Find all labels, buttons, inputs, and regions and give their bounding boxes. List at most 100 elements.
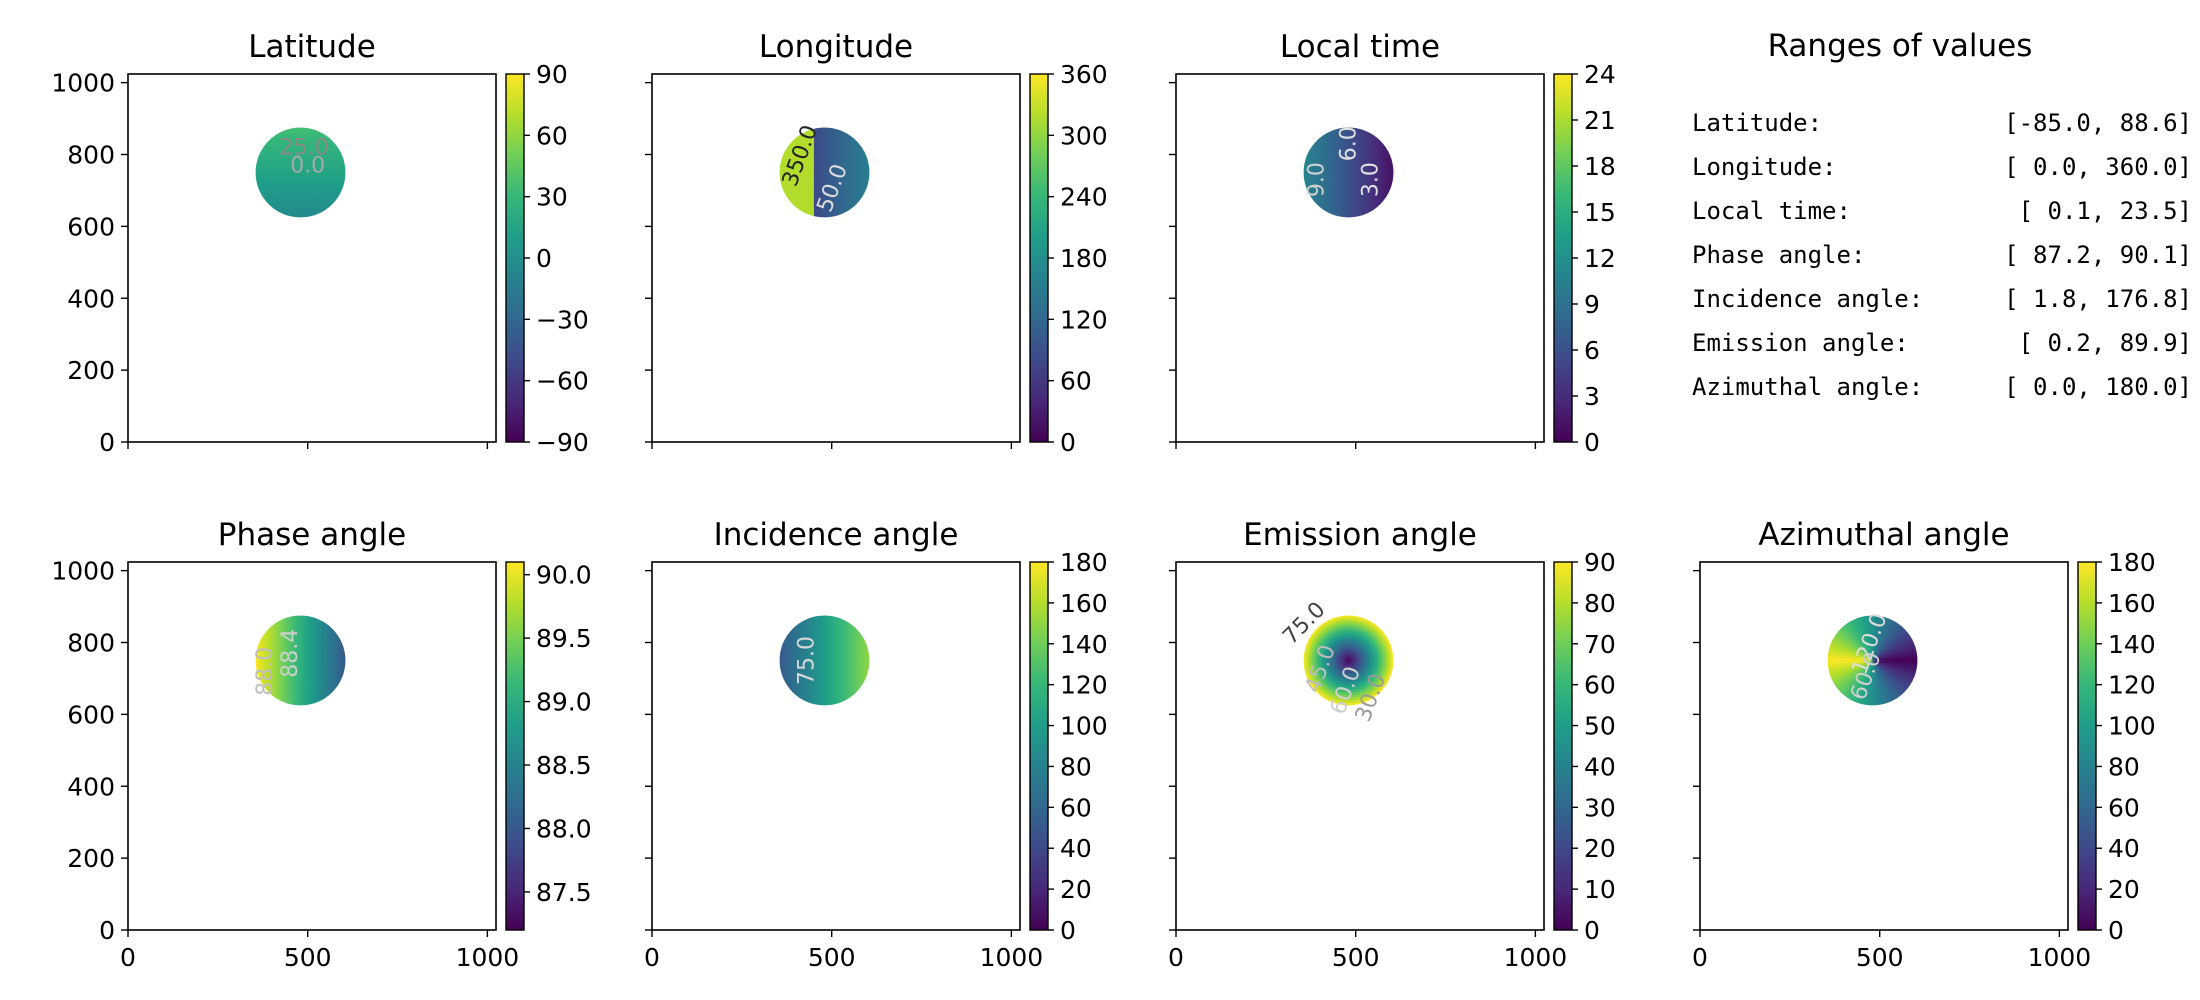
heatmap-cell <box>308 183 312 187</box>
heatmap-cell <box>324 694 328 699</box>
heatmap-cell <box>303 138 307 142</box>
heatmap-cell <box>840 180 844 184</box>
heatmap-cell <box>297 665 302 669</box>
heatmap-cell <box>816 161 820 166</box>
heatmap-cell <box>271 169 275 174</box>
heatmap-cell <box>1345 190 1350 195</box>
heatmap-cell <box>827 146 831 150</box>
heatmap-cell <box>792 175 797 179</box>
heatmap-cell <box>835 190 839 195</box>
heatmap-cell <box>260 649 265 654</box>
heatmap-cell <box>1382 156 1387 160</box>
heatmap-cell <box>321 143 325 147</box>
heatmap-cell <box>1319 198 1323 203</box>
heatmap-cell <box>1335 167 1339 171</box>
heatmap-cell <box>332 686 336 691</box>
heatmap-cell <box>318 626 323 630</box>
heatmap-cell <box>260 180 265 184</box>
heatmap-cell <box>1322 140 1326 145</box>
heatmap-cell <box>324 167 328 171</box>
heatmap-cell <box>832 183 836 187</box>
heatmap-cell <box>824 143 828 147</box>
heatmap-cell <box>1372 146 1376 150</box>
heatmap-cell <box>282 172 286 176</box>
heatmap-cell <box>816 148 820 152</box>
heatmap-cell <box>303 678 307 683</box>
heatmap-cell <box>337 681 341 685</box>
heatmap-cell <box>321 660 325 664</box>
heatmap-cell <box>1356 214 1360 218</box>
heatmap-cell <box>800 175 804 179</box>
heatmap-cell <box>1335 196 1339 200</box>
heatmap-cell <box>279 636 283 640</box>
heatmap-cell <box>1340 196 1344 200</box>
heatmap-cell <box>300 634 304 638</box>
heatmap-cell <box>324 193 328 197</box>
heatmap-cell <box>792 188 797 192</box>
heatmap-cell <box>255 655 259 659</box>
heatmap-cell <box>279 634 283 638</box>
heatmap-cell <box>1374 146 1379 150</box>
heatmap-cell <box>840 169 844 174</box>
heatmap-cell <box>1364 161 1368 166</box>
heatmap-cell <box>1332 193 1336 197</box>
heatmap-cell <box>808 177 812 181</box>
heatmap-cell <box>342 180 346 184</box>
heatmap-cell <box>303 185 307 189</box>
heatmap-cell <box>1314 175 1318 179</box>
heatmap-cell <box>813 161 818 166</box>
heatmap-cell <box>292 686 296 691</box>
heatmap-cell <box>318 201 323 205</box>
heatmap-cell <box>303 204 307 208</box>
heatmap-cell <box>1332 209 1336 213</box>
heatmap-cell <box>295 631 299 635</box>
heatmap-cell <box>850 151 855 155</box>
heatmap-cell <box>1364 153 1368 158</box>
heatmap-cell <box>1374 167 1379 171</box>
heatmap-cell <box>1364 146 1368 150</box>
y-tick-label: 1000 <box>51 69 115 98</box>
heatmap-cell <box>1348 132 1352 137</box>
heatmap-cell <box>1372 201 1376 205</box>
heatmap-cell <box>268 190 273 195</box>
heatmap-cell <box>1303 167 1307 171</box>
heatmap-cell <box>1374 183 1379 187</box>
heatmap-cell <box>282 135 286 139</box>
heatmap-cell <box>295 212 299 216</box>
heatmap-cell <box>316 175 320 179</box>
heatmap-cell <box>811 127 815 131</box>
heatmap-cell <box>1308 161 1313 166</box>
heatmap-cell <box>329 183 333 187</box>
heatmap-cell <box>318 671 323 675</box>
heatmap-cell <box>835 188 839 192</box>
heatmap-cell <box>1361 148 1365 152</box>
heatmap-cell <box>1366 156 1371 160</box>
heatmap-cell <box>318 649 323 654</box>
heatmap-cell <box>811 153 815 158</box>
heatmap-cell <box>790 681 794 685</box>
range-label: Local time: <box>1692 197 1851 225</box>
heatmap-cell <box>1337 183 1342 187</box>
heatmap-cell <box>819 206 823 211</box>
heatmap-cell <box>864 167 868 171</box>
heatmap-cell <box>1319 183 1323 187</box>
heatmap-cell <box>292 702 296 706</box>
heatmap-cell <box>287 626 291 630</box>
heatmap-cell <box>318 180 323 184</box>
heatmap-cell <box>803 190 807 195</box>
heatmap-cell <box>1319 188 1323 192</box>
heatmap-cell <box>308 190 312 195</box>
heatmap-cell <box>803 185 807 189</box>
heatmap-cell <box>1343 185 1347 189</box>
heatmap-cell <box>318 660 323 664</box>
heatmap-cell <box>289 130 294 134</box>
heatmap-cell <box>303 700 307 704</box>
heatmap-cell <box>821 188 826 192</box>
heatmap-cell <box>856 177 860 181</box>
heatmap-cell <box>850 146 855 150</box>
heatmap-cell <box>311 620 315 625</box>
heatmap-cell <box>282 652 286 656</box>
heatmap-cell <box>1364 132 1368 137</box>
heatmap-cell <box>337 159 341 163</box>
heatmap-cell <box>1374 148 1379 152</box>
